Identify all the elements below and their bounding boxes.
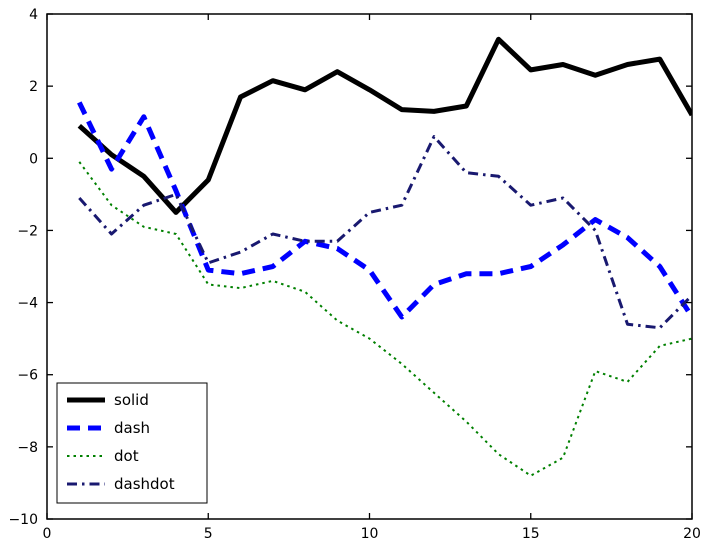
y-tick-label: 2 bbox=[29, 79, 38, 95]
series-line-dot bbox=[78, 161, 692, 477]
legend-label: dot bbox=[114, 447, 139, 465]
series-line-dash bbox=[77, 101, 692, 320]
y-tick-label: 0 bbox=[29, 151, 38, 167]
y-tick-label: −6 bbox=[17, 368, 38, 384]
x-tick-label: 15 bbox=[522, 526, 540, 542]
x-tick-label: 0 bbox=[43, 526, 52, 542]
legend-label: dashdot bbox=[114, 475, 175, 493]
legend-label: solid bbox=[114, 391, 149, 409]
y-tick-label: −2 bbox=[17, 223, 38, 239]
legend-entry: dash bbox=[67, 419, 150, 437]
x-tick-label: 5 bbox=[204, 526, 213, 542]
series-group bbox=[77, 36, 692, 477]
series-line-dashdot bbox=[78, 135, 692, 330]
y-tick-label: −10 bbox=[8, 512, 38, 528]
legend-entry: dashdot bbox=[67, 475, 175, 493]
x-tick-label: 20 bbox=[683, 526, 701, 542]
legend-label: dash bbox=[114, 419, 150, 437]
y-tick-label: −4 bbox=[17, 296, 38, 312]
legend-entry: solid bbox=[67, 391, 149, 409]
y-tick-label: −8 bbox=[17, 440, 38, 456]
legend-entry: dot bbox=[67, 447, 139, 465]
x-tick-label: 10 bbox=[361, 526, 379, 542]
y-tick-label: 4 bbox=[29, 7, 38, 23]
